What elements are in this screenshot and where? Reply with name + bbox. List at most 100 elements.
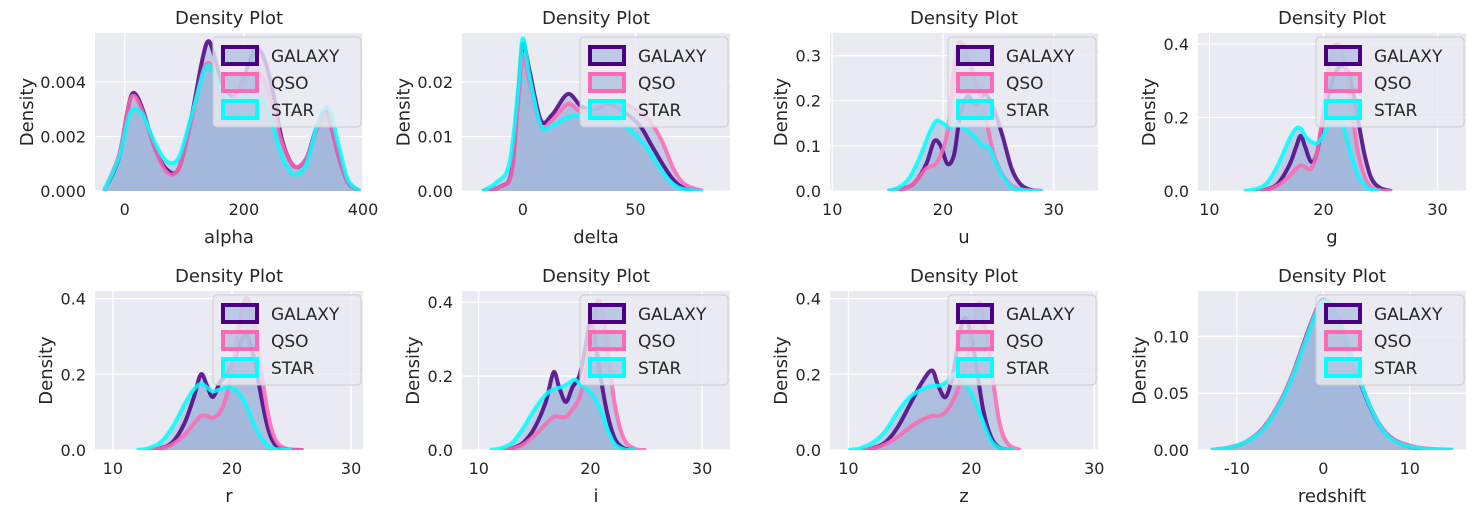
y-tick-label: 0.4 [1164, 35, 1189, 54]
y-tick-label: 0.2 [61, 365, 86, 384]
y-tick-label: 0.2 [1164, 109, 1189, 128]
y-tick-label: 0.2 [796, 92, 821, 111]
chart-title: Density Plot [175, 266, 283, 287]
legend-label-star: STAR [1374, 359, 1417, 379]
density-line-star [886, 118, 1043, 191]
density-fill-star [489, 379, 636, 450]
y-tick-label: 0.2 [796, 365, 821, 384]
legend-label-galaxy: GALAXY [638, 305, 707, 325]
density-line-star [1243, 115, 1381, 191]
legend-swatch-galaxy [221, 303, 259, 324]
y-tick-label: 0.0 [1164, 182, 1189, 201]
legend-swatch-star [221, 357, 259, 378]
chart-title: Density Plot [1278, 266, 1386, 287]
legend-label-star: STAR [271, 101, 314, 121]
legend-swatch-qso [221, 72, 259, 93]
legend-swatch-star [588, 357, 626, 378]
legend-swatch-star [221, 99, 259, 120]
legend-swatch-star [1324, 99, 1362, 120]
y-tick-label: 0.0 [61, 441, 86, 460]
x-tick-label: 30 [1044, 200, 1064, 219]
x-tick-label: 30 [1084, 459, 1104, 478]
legend-swatch-qso [588, 330, 626, 351]
x-tick-label: 20 [1313, 200, 1333, 219]
legend-swatch-galaxy [1324, 45, 1362, 66]
x-axis-label: i [593, 486, 598, 507]
density-fill-star [848, 374, 1015, 450]
x-tick-label: 10 [469, 459, 489, 478]
legend-label-star: STAR [638, 359, 681, 379]
x-tick-label: 0 [120, 200, 130, 219]
chart-panel-r: 10 20 30 0.0 0.2 0.4 Density Plot r Density GALAX… [36, 266, 363, 507]
y-axis-label: Density [1139, 77, 1160, 146]
density-fill-star [482, 38, 703, 191]
y-tick-label: 0.2 [428, 367, 453, 386]
legend-label-qso: QSO [271, 74, 309, 94]
density-line-star [136, 381, 292, 450]
y-tick-label: 0.00 [1153, 441, 1189, 460]
chart-title: Density Plot [1278, 8, 1386, 29]
y-tick-label: 0.4 [61, 290, 86, 309]
legend-swatch-galaxy [956, 45, 994, 66]
y-axis-label: Density [394, 77, 415, 146]
legend-swatch-qso [588, 72, 626, 93]
legend-label-star: STAR [638, 101, 681, 121]
y-axis-label: Density [36, 336, 57, 405]
legend-swatch-qso [956, 330, 994, 351]
x-axis-label: alpha [204, 227, 254, 248]
y-tick-label: 0.00 [417, 182, 453, 201]
y-tick-label: 0.0 [428, 441, 453, 460]
x-tick-label: 30 [692, 459, 712, 478]
legend: GALAXY QSO STAR [1315, 36, 1465, 128]
chart-panel-alpha: 0 200 400 0.000 0.002 0.004 Density Plot alpha D… [17, 8, 378, 248]
x-tick-label: 10 [1400, 459, 1420, 478]
x-tick-label: 10 [838, 459, 858, 478]
y-tick-label: 0.02 [417, 73, 453, 92]
legend-label-qso: QSO [1374, 74, 1412, 94]
density-fill-star [887, 120, 1043, 191]
density-line-star [848, 372, 1015, 450]
chart-title: Density Plot [175, 8, 283, 29]
legend-label-star: STAR [1374, 101, 1417, 121]
legend-swatch-star [956, 357, 994, 378]
x-tick-label: 20 [933, 200, 953, 219]
chart-panel-u: 10 20 30 0.0 0.1 0.2 0.3 Density Plot u Density GA… [771, 8, 1098, 248]
legend-swatch-galaxy [588, 45, 626, 66]
legend-swatch-star [588, 99, 626, 120]
legend: GALAXY QSO STAR [212, 36, 362, 128]
x-tick-label: 10 [103, 459, 123, 478]
chart-panel-g: 10 20 30 0.0 0.2 0.4 Density Plot g Density GALAX… [1139, 8, 1466, 248]
y-axis-label: Density [17, 77, 38, 146]
y-tick-label: 0.0 [796, 182, 821, 201]
chart-panel-i: 10 20 30 0.0 0.2 0.4 Density Plot i Density GALAX… [403, 266, 730, 507]
y-tick-label: 0.000 [40, 182, 86, 201]
legend-label-qso: QSO [638, 332, 676, 352]
x-tick-label: 30 [1427, 200, 1447, 219]
legend-swatch-qso [1324, 330, 1362, 351]
legend: GALAXY QSO STAR [212, 294, 362, 386]
x-axis-label: redshift [1298, 486, 1366, 507]
chart-title: Density Plot [542, 266, 650, 287]
legend-swatch-galaxy [588, 303, 626, 324]
x-tick-label: 10 [1199, 200, 1219, 219]
legend-label-galaxy: GALAXY [271, 305, 340, 325]
legend-label-qso: QSO [1006, 332, 1044, 352]
density-fill-qso [501, 300, 647, 450]
legend-swatch-qso [956, 72, 994, 93]
density-line-galaxy [860, 315, 1015, 450]
x-tick-label: 10 [822, 200, 842, 219]
legend-label-qso: QSO [638, 74, 676, 94]
x-tick-label: -10 [1224, 459, 1250, 478]
y-tick-label: 0.3 [796, 47, 821, 66]
density-fill-star [1243, 117, 1381, 191]
x-tick-label: 0 [518, 200, 528, 219]
legend-swatch-galaxy [1324, 303, 1362, 324]
x-axis-label: u [958, 227, 969, 248]
chart-title: Density Plot [910, 8, 1018, 29]
x-axis-label: g [1326, 227, 1337, 248]
chart-title: Density Plot [542, 8, 650, 29]
y-axis-label: Density [771, 77, 792, 146]
x-axis-label: z [959, 486, 968, 507]
x-axis-label: delta [573, 227, 619, 248]
x-tick-label: 50 [625, 200, 645, 219]
